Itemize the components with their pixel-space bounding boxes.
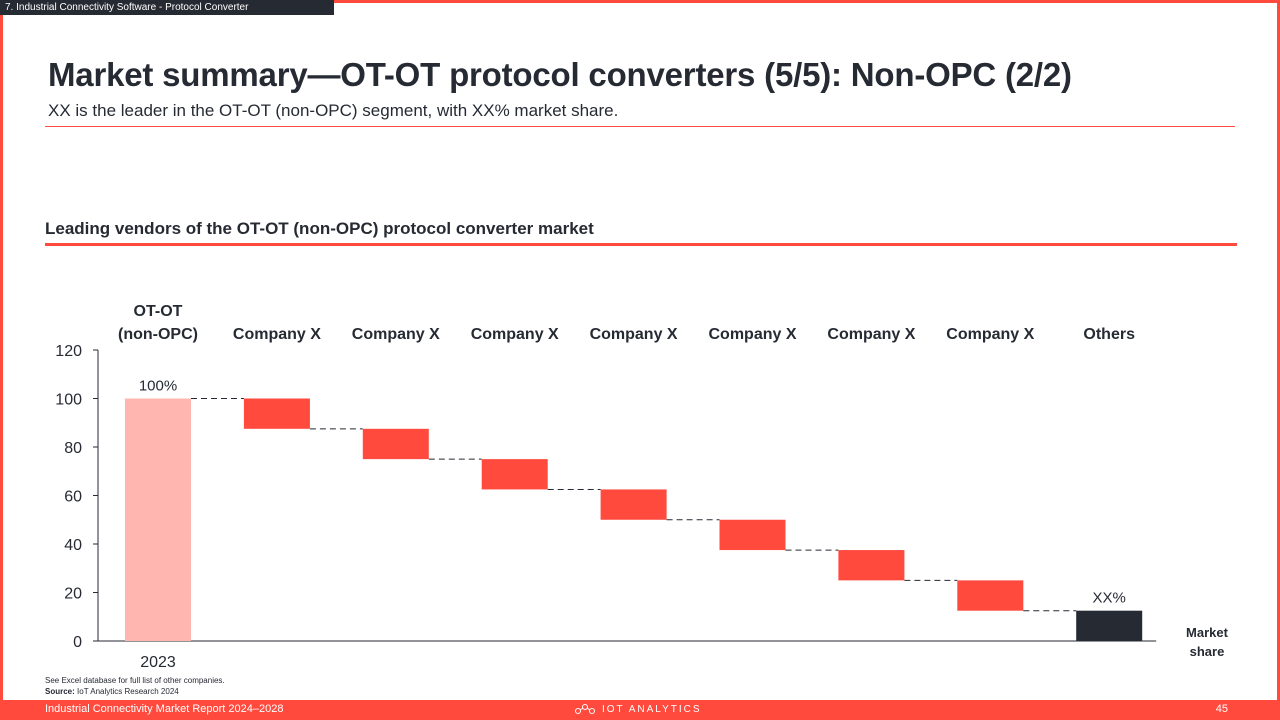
y-tick-label: 40 xyxy=(64,537,82,554)
category-label: Company X xyxy=(590,326,678,343)
market-share-label: share xyxy=(1190,644,1225,659)
footer-report-name: Industrial Connectivity Market Report 20… xyxy=(45,703,284,715)
waterfall-bar xyxy=(1076,610,1143,641)
chart-heading: Leading vendors of the OT-OT (non-OPC) p… xyxy=(45,219,594,238)
category-label: OT-OT xyxy=(134,303,183,320)
y-tick-label: 0 xyxy=(73,634,82,651)
waterfall-chart: 0 20 40 60 80 100 120 100% XX% OT-OT (non-OPC) Comp… xyxy=(55,303,1229,670)
page-subtitle: XX is the leader in the OT-OT (non-OPC) … xyxy=(48,101,619,120)
page-number: 45 xyxy=(1215,703,1228,715)
y-tick-label: 20 xyxy=(64,586,82,603)
category-label: Others xyxy=(1083,326,1135,343)
y-tick-label: 60 xyxy=(64,489,82,506)
category-label: Company X xyxy=(708,326,796,343)
waterfall-bar xyxy=(838,550,905,581)
waterfall-bar xyxy=(957,580,1024,611)
waterfall-bar xyxy=(362,428,429,460)
waterfall-bar xyxy=(243,398,310,429)
footer-brand: IOT ANALYTICS xyxy=(574,703,702,715)
y-tick-label: 80 xyxy=(64,440,82,457)
category-label: Company X xyxy=(827,326,915,343)
category-label: Company X xyxy=(946,326,1034,343)
chart-heading-divider xyxy=(45,243,1237,246)
source-text: IoT Analytics Research 2024 xyxy=(77,687,179,696)
data-label: XX% xyxy=(1093,590,1126,607)
source-label: Source: xyxy=(45,687,75,696)
x-year-label: 2023 xyxy=(140,654,176,670)
market-share-label: Market xyxy=(1186,625,1229,640)
category-label: (non-OPC) xyxy=(118,326,198,343)
y-tick-label: 100 xyxy=(55,392,82,409)
page-title: Market summary—OT-OT protocol converters… xyxy=(48,56,1072,93)
y-tick-label: 120 xyxy=(55,343,82,360)
iot-analytics-logo-icon xyxy=(575,704,595,714)
waterfall-bar xyxy=(125,398,191,641)
section-tag: 7. Industrial Connectivity Software - Pr… xyxy=(0,0,334,15)
data-label: 100% xyxy=(139,378,177,395)
waterfall-bar xyxy=(719,519,786,551)
footer-bar: Industrial Connectivity Market Report 20… xyxy=(0,700,1280,720)
footer-brand-text: IOT ANALYTICS xyxy=(602,703,702,715)
footnotes: See Excel database for full list of othe… xyxy=(45,675,225,697)
category-label: Company X xyxy=(352,326,440,343)
waterfall-bar xyxy=(600,489,667,520)
title-divider xyxy=(45,126,1235,127)
waterfall-bar xyxy=(481,459,548,490)
category-label: Company X xyxy=(233,326,321,343)
source-line: Source: IoT Analytics Research 2024 xyxy=(45,686,225,697)
category-label: Company X xyxy=(471,326,559,343)
footnote-text: See Excel database for full list of othe… xyxy=(45,676,225,685)
